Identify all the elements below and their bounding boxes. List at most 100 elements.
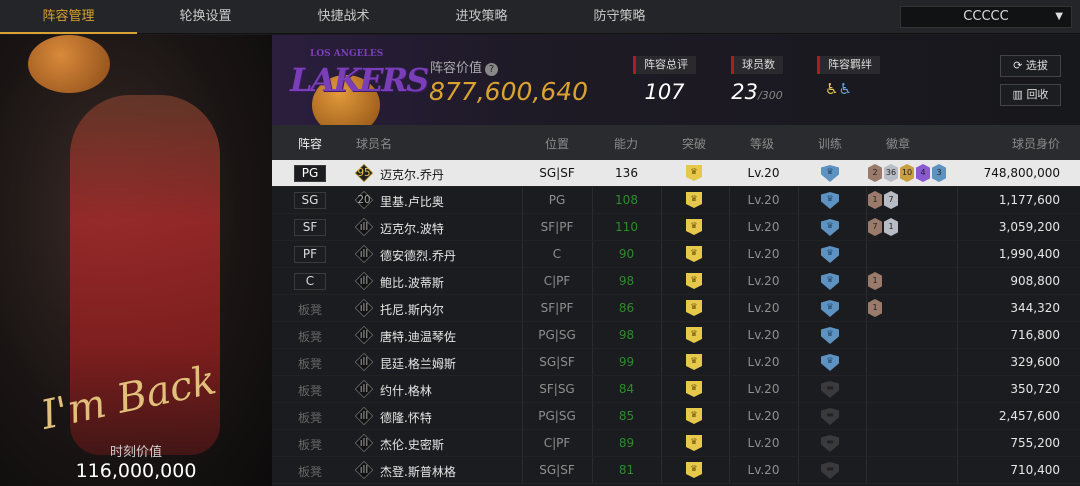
tab-defense-strategy[interactable]: 防守策略 — [593, 9, 646, 24]
col-position[interactable]: 位置 — [545, 137, 570, 151]
slot-label[interactable]: 板凳 — [297, 384, 322, 398]
tab-quick-tactics[interactable]: 快捷战术 — [317, 9, 370, 24]
breakthrough-crown-icon[interactable]: ♛ — [686, 381, 702, 397]
player-name[interactable]: 德安德烈.乔丹 — [380, 249, 456, 263]
column-divider — [957, 241, 958, 267]
training-shield-icon[interactable]: ♛ — [821, 192, 839, 209]
player-level: Lv.20 — [747, 382, 780, 396]
training-shield-icon[interactable]: ♛ — [821, 165, 839, 182]
player-name[interactable]: 里基.卢比奥 — [380, 195, 444, 209]
training-shield-icon[interactable]: ♛ — [821, 219, 839, 236]
table-row[interactable]: 板凳 ıll 杰伦.史密斯 C|PF 89 ♛ Lv.20 ▬ 755,200 — [272, 430, 1080, 457]
tab-lineup-management[interactable]: 阵容管理 — [0, 0, 137, 34]
training-shield-icon[interactable]: ♛ — [821, 300, 839, 317]
training-shield-icon[interactable]: ♛ — [821, 273, 839, 290]
slot-label[interactable]: 板凳 — [297, 330, 322, 344]
bond-icon-blue[interactable]: ♿ — [838, 80, 852, 98]
col-price[interactable]: 球员身价 — [1011, 137, 1060, 151]
breakthrough-crown-icon[interactable]: ♛ — [686, 327, 702, 343]
slot-label[interactable]: 板凳 — [297, 438, 322, 452]
player-name[interactable]: 迈克尔.乔丹 — [380, 168, 444, 182]
training-shield-icon[interactable]: ▬ — [821, 462, 839, 479]
table-row[interactable]: 板凳 ıll 杰登.斯普林格 SG|SF 81 ♛ Lv.20 ▬ 710,40… — [272, 457, 1080, 484]
badge-icon[interactable]: 10 — [900, 164, 914, 182]
breakthrough-crown-icon[interactable]: ♛ — [686, 300, 702, 316]
player-name[interactable]: 杰登.斯普林格 — [380, 465, 456, 479]
col-ability[interactable]: 能力 — [614, 137, 639, 151]
training-shield-icon[interactable]: ▬ — [821, 435, 839, 452]
table-row[interactable]: 板凳 ıll 托尼.斯内尔 SF|PF 86 ♛ Lv.20 ♛ 1 344,3… — [272, 295, 1080, 322]
player-name[interactable]: 唐特.迪温琴佐 — [380, 330, 456, 344]
col-training[interactable]: 训练 — [818, 137, 843, 151]
badge-list: 1 — [868, 272, 882, 290]
training-shield-icon[interactable]: ▬ — [821, 408, 839, 425]
breakthrough-crown-icon[interactable]: ♛ — [686, 192, 702, 208]
column-divider — [661, 241, 662, 267]
player-position: SF|SG — [539, 382, 575, 396]
player-name[interactable]: 迈克尔.波特 — [380, 222, 444, 236]
training-shield-icon[interactable]: ▬ — [821, 381, 839, 398]
breakthrough-crown-icon[interactable]: ♛ — [686, 165, 702, 181]
breakthrough-crown-icon[interactable]: ♛ — [686, 219, 702, 235]
player-name[interactable]: 托尼.斯内尔 — [380, 303, 444, 317]
badge-icon[interactable]: 1 — [884, 218, 898, 236]
featured-player-card[interactable]: I'm Back 时刻价值 116,000,000 — [0, 35, 272, 486]
slot-label[interactable]: 板凳 — [297, 465, 322, 479]
table-row[interactable]: 板凳 ıll 唐特.迪温琴佐 PG|SG 98 ♛ Lv.20 ♛ 716,80… — [272, 322, 1080, 349]
col-player-name[interactable]: 球员名 — [356, 137, 393, 151]
slot-label[interactable]: PG — [294, 165, 326, 182]
col-breakthrough[interactable]: 突破 — [682, 137, 707, 151]
slot-label[interactable]: 板凳 — [297, 411, 322, 425]
table-row[interactable]: PF ıll 德安德烈.乔丹 C 90 ♛ Lv.20 ♛ 1,990,400 — [272, 241, 1080, 268]
player-name[interactable]: 昆廷.格兰姆斯 — [380, 357, 456, 371]
slot-label[interactable]: 板凳 — [297, 357, 322, 371]
player-name[interactable]: 德隆.怀特 — [380, 411, 432, 425]
slot-label[interactable]: C — [294, 273, 326, 290]
bond-icon-yellow[interactable]: ♿ — [825, 80, 839, 98]
badge-icon[interactable]: 1 — [868, 191, 882, 209]
col-lineup[interactable]: 阵容 — [298, 137, 323, 151]
slot-label[interactable]: PF — [294, 246, 326, 263]
lineup-dropdown[interactable]: CCCCC ▼ — [900, 6, 1072, 28]
tab-offense-strategy[interactable]: 进攻策略 — [455, 9, 508, 24]
badge-icon[interactable]: 1 — [868, 299, 882, 317]
table-row[interactable]: 板凳 ıll 约什.格林 SF|SG 84 ♛ Lv.20 ▬ 350,720 — [272, 376, 1080, 403]
breakthrough-crown-icon[interactable]: ♛ — [686, 246, 702, 262]
badge-icon[interactable]: 1 — [868, 272, 882, 290]
slot-label[interactable]: 板凳 — [297, 303, 322, 317]
table-row[interactable]: C ıll 鲍比.波蒂斯 C|PF 98 ♛ Lv.20 ♛ 1 908,800 — [272, 268, 1080, 295]
tab-rotation-settings[interactable]: 轮换设置 — [179, 9, 232, 24]
select-button[interactable]: ⟳ 选拔 — [1000, 55, 1061, 77]
table-row[interactable]: 板凳 ıll 德隆.怀特 PG|SG 85 ♛ Lv.20 ▬ 2,457,60… — [272, 403, 1080, 430]
slot-label[interactable]: SG — [294, 192, 326, 209]
badge-icon[interactable]: 7 — [884, 191, 898, 209]
badge-icon[interactable]: 2 — [868, 164, 882, 182]
player-name[interactable]: 约什.格林 — [380, 384, 432, 398]
badge-icon[interactable]: 36 — [884, 164, 898, 182]
breakthrough-crown-icon[interactable]: ♛ — [686, 462, 702, 478]
training-shield-icon[interactable]: ♛ — [821, 354, 839, 371]
breakthrough-crown-icon[interactable]: ♛ — [686, 273, 702, 289]
help-icon[interactable]: ? — [485, 63, 499, 76]
badge-icon[interactable]: 3 — [932, 164, 946, 182]
table-row[interactable]: 板凳 ıll 昆廷.格兰姆斯 SG|SF 99 ♛ Lv.20 ♛ 329,60… — [272, 349, 1080, 376]
slot-label[interactable]: SF — [294, 219, 326, 236]
table-row[interactable]: PG 95 迈克尔.乔丹 SG|SF 136 ♛ Lv.20 ♛ 2 36 10 4 3… — [272, 160, 1080, 187]
training-shield-icon[interactable]: ♛ — [821, 246, 839, 263]
player-name[interactable]: 鲍比.波蒂斯 — [380, 276, 444, 290]
breakthrough-crown-icon[interactable]: ♛ — [686, 354, 702, 370]
col-level[interactable]: 等级 — [750, 137, 775, 151]
recycle-button[interactable]: ▥ 回收 — [1000, 84, 1061, 106]
badge-icon[interactable]: 4 — [916, 164, 930, 182]
breakthrough-crown-icon[interactable]: ♛ — [686, 435, 702, 451]
player-position: SF|PF — [540, 301, 574, 315]
badge-icon[interactable]: 7 — [868, 218, 882, 236]
player-name[interactable]: 杰伦.史密斯 — [380, 438, 444, 452]
training-shield-icon[interactable]: ♛ — [821, 327, 839, 344]
col-badges[interactable]: 徽章 — [886, 137, 911, 151]
player-position: SG|SF — [539, 463, 575, 477]
breakthrough-crown-icon[interactable]: ♛ — [686, 408, 702, 424]
